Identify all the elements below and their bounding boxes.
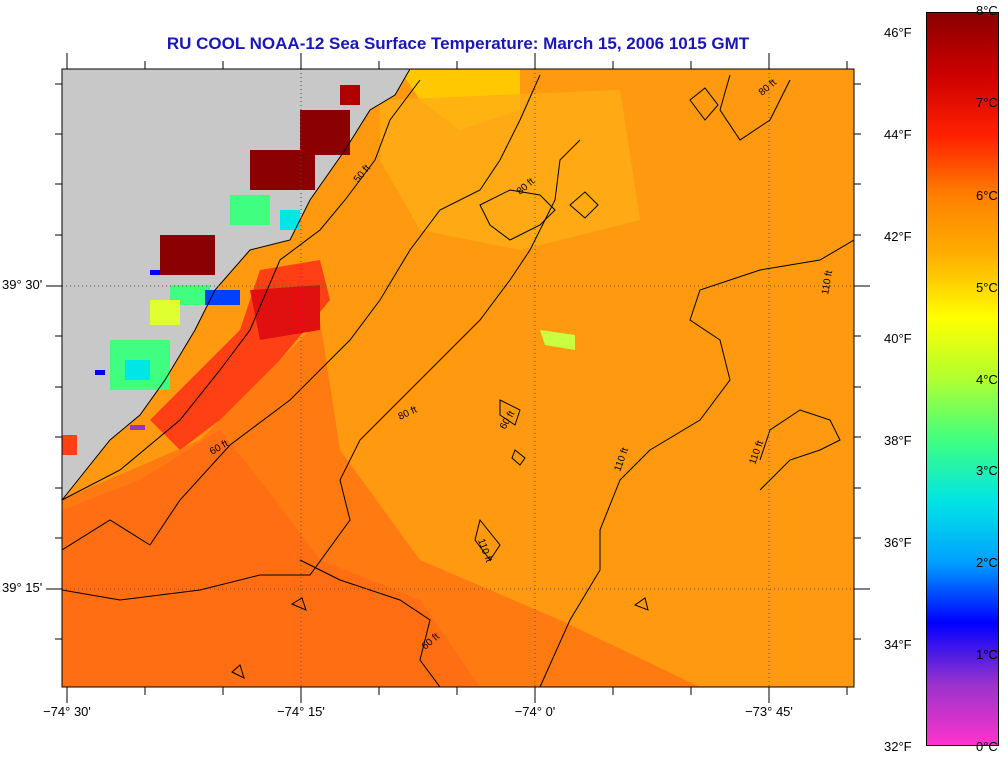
colorbar-f-label: 38°F bbox=[884, 433, 912, 448]
contour-small-loop bbox=[499, 399, 521, 426]
coastal-cyan-patch bbox=[280, 210, 300, 230]
lat-label-39-15: 39° 15' bbox=[2, 580, 43, 595]
colorbar-c-label: 6°C bbox=[976, 188, 998, 203]
colorbar-c-label: 5°C bbox=[976, 280, 998, 295]
coastal-green-patch bbox=[230, 195, 270, 225]
contour-80ft-east bbox=[719, 74, 791, 141]
coastal-hot-block bbox=[160, 235, 215, 275]
graticule bbox=[62, 69, 854, 687]
coastal-hot-block bbox=[250, 150, 315, 190]
contour-north-loop bbox=[479, 189, 556, 241]
axis-ticks bbox=[46, 53, 870, 703]
contour-50ft bbox=[62, 79, 421, 501]
colorbar-f-label: 44°F bbox=[884, 127, 912, 142]
contour-60ft bbox=[62, 74, 541, 551]
sst-region-deep-orange bbox=[62, 430, 480, 687]
map-frame bbox=[61, 68, 855, 688]
color-scale-bar bbox=[926, 12, 999, 746]
colorbar-c-label: 4°C bbox=[976, 372, 998, 387]
colorbar-c-label: 3°C bbox=[976, 463, 998, 478]
contour-small-loop bbox=[231, 664, 245, 679]
coastline bbox=[62, 69, 411, 501]
coastal-blue-patch bbox=[95, 370, 105, 375]
colorbar-c-label: 2°C bbox=[976, 555, 998, 570]
colorbar-c-label: 7°C bbox=[976, 95, 998, 110]
contour-small-loop bbox=[290, 597, 307, 611]
contour-small-loop bbox=[474, 518, 501, 561]
contour-small-loop bbox=[689, 87, 719, 121]
coastal-yellow-patch bbox=[150, 300, 180, 325]
colorbar-f-label: 36°F bbox=[884, 535, 912, 550]
contour-small-loop bbox=[633, 597, 649, 611]
coastal-orange-patch bbox=[62, 435, 77, 455]
colorbar-c-label: 8°C bbox=[976, 3, 998, 18]
sst-region-light-north bbox=[380, 90, 640, 250]
contour-small-loop bbox=[569, 191, 599, 219]
sst-region-red-core bbox=[250, 285, 320, 340]
coastal-blue-patch bbox=[205, 290, 240, 305]
lon-label-73-45: −73° 45' bbox=[745, 704, 793, 719]
map-title: RU COOL NOAA-12 Sea Surface Temperature:… bbox=[166, 34, 750, 53]
coastal-blue-patch bbox=[150, 270, 160, 275]
contour-110ft-east bbox=[759, 409, 841, 491]
lat-label-39-30: 39° 30' bbox=[2, 277, 43, 292]
lon-label-74-15: −74° 15' bbox=[277, 704, 325, 719]
coastal-hot-block bbox=[340, 85, 360, 105]
colorbar-f-label: 32°F bbox=[884, 739, 912, 754]
contour-60ft-south bbox=[299, 559, 441, 687]
coastal-cyan-patch bbox=[125, 360, 150, 380]
contour-small-loop bbox=[511, 449, 526, 466]
colorbar-f-label: 46°F bbox=[884, 25, 912, 40]
contour-110ft bbox=[539, 239, 854, 687]
contour-80ft bbox=[62, 139, 581, 601]
sst-region-yellow-patch bbox=[540, 330, 575, 350]
colorbar-f-label: 34°F bbox=[884, 637, 912, 652]
land-area bbox=[62, 69, 410, 500]
contour-label: 110 ft bbox=[820, 269, 835, 295]
coastal-hot-block bbox=[300, 110, 350, 155]
colorbar-c-label: 1°C bbox=[976, 647, 998, 662]
colorbar-f-label: 40°F bbox=[884, 331, 912, 346]
coastal-purple-patch bbox=[130, 425, 145, 430]
colorbar-f-label: 42°F bbox=[884, 229, 912, 244]
colorbar-c-label: 0°C bbox=[976, 739, 998, 754]
bathymetry-contours bbox=[62, 74, 854, 687]
lon-label-74-30: −74° 30' bbox=[43, 704, 91, 719]
lon-label-74-0: −74° 0' bbox=[514, 704, 556, 719]
